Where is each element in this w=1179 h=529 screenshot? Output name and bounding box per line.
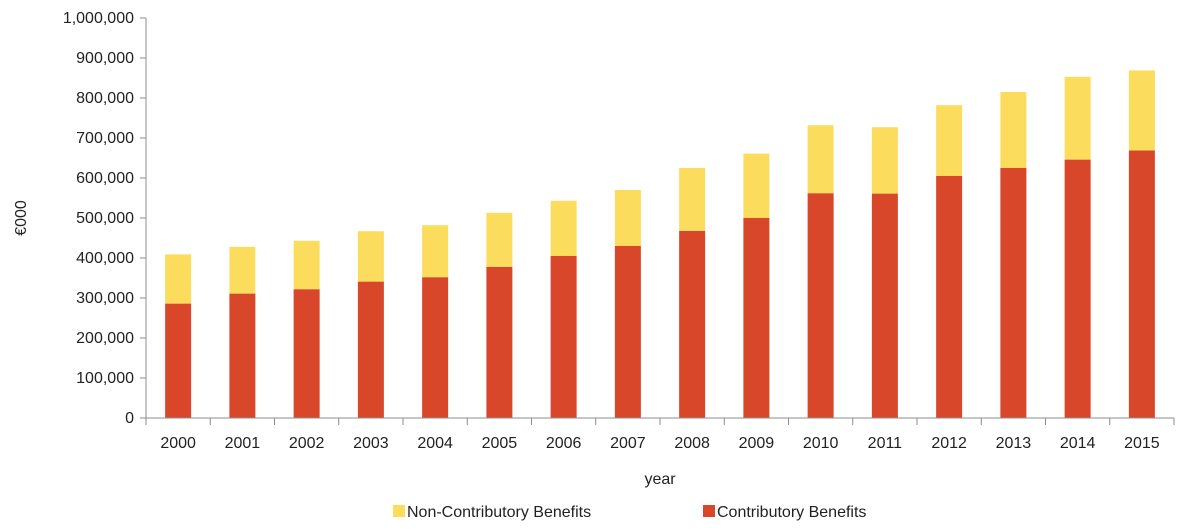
x-tick-label: 2014 <box>1060 435 1096 452</box>
bar-contributory-2011 <box>871 193 898 418</box>
bar-non-contributory-2013 <box>1000 92 1027 168</box>
x-tick-label: 2012 <box>931 435 967 452</box>
bar-contributory-2004 <box>422 277 449 418</box>
bar-contributory-2010 <box>807 193 834 418</box>
x-tick-label: 2004 <box>417 435 453 452</box>
bar-contributory-2007 <box>614 246 641 418</box>
y-tick-label: 300,000 <box>76 290 134 307</box>
bar-non-contributory-2003 <box>357 231 384 282</box>
bar-non-contributory-2010 <box>807 125 834 194</box>
bar-contributory-2005 <box>486 266 513 418</box>
legend-swatch-non-contributory <box>393 505 405 517</box>
y-tick-label: 600,000 <box>76 170 134 187</box>
bar-non-contributory-2002 <box>293 240 320 290</box>
x-tick-label: 2006 <box>546 435 582 452</box>
bar-contributory-2015 <box>1128 150 1155 418</box>
bar-non-contributory-2011 <box>871 127 898 194</box>
x-tick-label: 2011 <box>868 435 903 452</box>
x-tick-label: 2000 <box>160 435 196 452</box>
x-tick-label: 2010 <box>803 435 839 452</box>
legend-label-non-contributory: Non-Contributory Benefits <box>407 504 591 521</box>
y-tick-label: 800,000 <box>76 90 134 107</box>
y-tick-label: 100,000 <box>76 370 134 387</box>
y-tick-label: 0 <box>125 410 134 427</box>
x-tick-label: 2008 <box>674 435 710 452</box>
x-tick-label: 2015 <box>1124 435 1160 452</box>
bar-contributory-2000 <box>165 303 192 418</box>
bar-non-contributory-2012 <box>936 105 963 176</box>
bar-contributory-2002 <box>293 289 320 418</box>
bar-non-contributory-2008 <box>679 168 706 231</box>
bar-non-contributory-2005 <box>486 212 513 267</box>
bar-contributory-2001 <box>229 293 256 418</box>
bar-contributory-2008 <box>679 230 706 418</box>
bar-non-contributory-2006 <box>550 200 577 256</box>
bar-contributory-2006 <box>550 256 577 418</box>
bar-non-contributory-2007 <box>614 190 641 246</box>
bar-non-contributory-2009 <box>743 153 770 218</box>
bar-contributory-2009 <box>743 218 770 418</box>
x-tick-label: 2005 <box>482 435 518 452</box>
bar-non-contributory-2000 <box>165 254 192 304</box>
x-tick-label: 2003 <box>353 435 389 452</box>
x-tick-label: 2009 <box>739 435 775 452</box>
legend: Non-Contributory Benefits Contributory Be… <box>393 504 866 521</box>
bar-non-contributory-2004 <box>422 225 449 278</box>
x-tick-label: 2001 <box>225 435 261 452</box>
y-tick-label: 1,000,000 <box>63 10 134 27</box>
y-axis-title: €000 <box>13 200 30 236</box>
bars-layer <box>165 70 1155 418</box>
legend-swatch-contributory <box>703 505 715 517</box>
x-tick-label: 2013 <box>996 435 1032 452</box>
y-tick-label: 900,000 <box>76 50 134 67</box>
y-tick-label: 200,000 <box>76 330 134 347</box>
x-tick-label: 2007 <box>610 435 646 452</box>
bar-contributory-2014 <box>1064 159 1091 418</box>
bar-contributory-2013 <box>1000 168 1027 418</box>
y-tick-label: 400,000 <box>76 250 134 267</box>
x-tick-label: 2002 <box>289 435 325 452</box>
legend-label-contributory: Contributory Benefits <box>717 504 866 521</box>
bar-non-contributory-2015 <box>1128 70 1155 151</box>
bar-non-contributory-2014 <box>1064 76 1091 160</box>
bar-non-contributory-2001 <box>229 246 256 294</box>
y-tick-label: 700,000 <box>76 130 134 147</box>
y-tick-label: 500,000 <box>76 210 134 227</box>
bar-contributory-2012 <box>936 176 963 418</box>
x-axis-title: year <box>644 471 676 488</box>
axes-layer: 0 100,000 200,000 300,000 400,000 500,000 600,… <box>63 10 1175 452</box>
bar-contributory-2003 <box>357 281 384 418</box>
